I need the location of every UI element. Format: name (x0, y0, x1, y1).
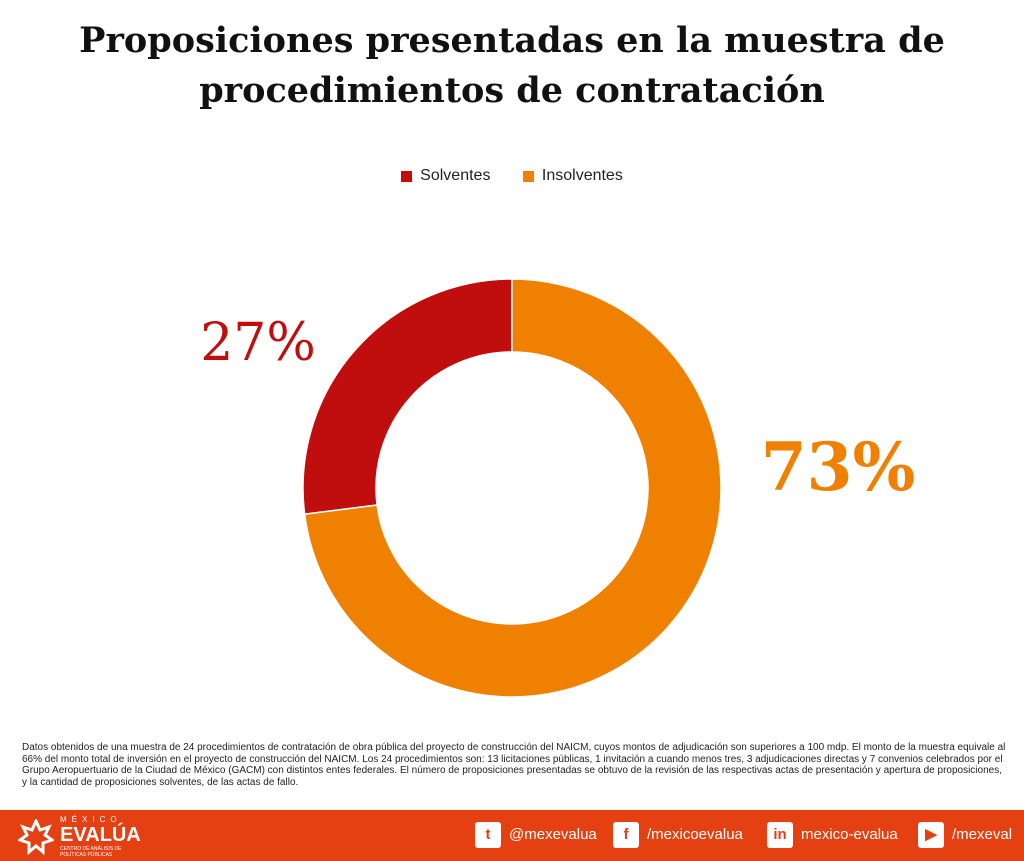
legend-item-insolventes: Insolventes (522, 166, 623, 186)
logo-text: EVALÚA (60, 824, 141, 846)
donut-chart: 27% 73% (200, 278, 916, 698)
social-handle: /mexeval (952, 826, 1013, 843)
social-handle: /mexicoevalua (647, 826, 743, 843)
data-label-insolventes: 73% (761, 428, 916, 506)
logo-text: CENTRO DE ANÁLISIS DE POLÍTICAS PÚBLICAS (60, 846, 122, 858)
mexico-evalua-logo: MÉXICO EVALÚA CENTRO DE ANÁLISIS DE POLÍ… (18, 815, 141, 858)
logo-text: MÉXICO (60, 815, 122, 824)
donut-slice-insolventes (303, 278, 722, 698)
twitter-link[interactable]: t @mexevalua (475, 822, 597, 848)
social-handle: @mexevalua (509, 826, 597, 843)
footnote: Datos obtenidos de una muestra de 24 pro… (22, 742, 1006, 788)
chart-title: Proposiciones presentadas en la muestra … (79, 20, 945, 111)
linkedin-link[interactable]: in mexico-evalua (767, 822, 898, 848)
footer: MÉXICO EVALÚA CENTRO DE ANÁLISIS DE POLÍ… (0, 810, 1024, 861)
donut-slice-solventes (302, 278, 513, 516)
legend: Solventes Insolventes (0, 166, 1024, 188)
facebook-icon: f (613, 822, 639, 848)
legend-swatch (401, 170, 413, 182)
youtube-link[interactable]: ▶ /mexeval (918, 822, 1012, 848)
data-label-solventes: 27% (200, 313, 316, 373)
star-logo-icon (18, 818, 54, 855)
linkedin-icon: in (767, 822, 793, 848)
twitter-icon: t (475, 822, 501, 848)
social-handle: mexico-evalua (801, 826, 898, 843)
legend-item-solventes: Solventes (401, 166, 490, 186)
legend-swatch (522, 170, 534, 182)
legend-label: Solventes (420, 167, 491, 184)
youtube-icon: ▶ (918, 822, 944, 848)
facebook-link[interactable]: f/mexicoevalua (613, 822, 743, 848)
legend-label: Insolventes (541, 167, 623, 184)
